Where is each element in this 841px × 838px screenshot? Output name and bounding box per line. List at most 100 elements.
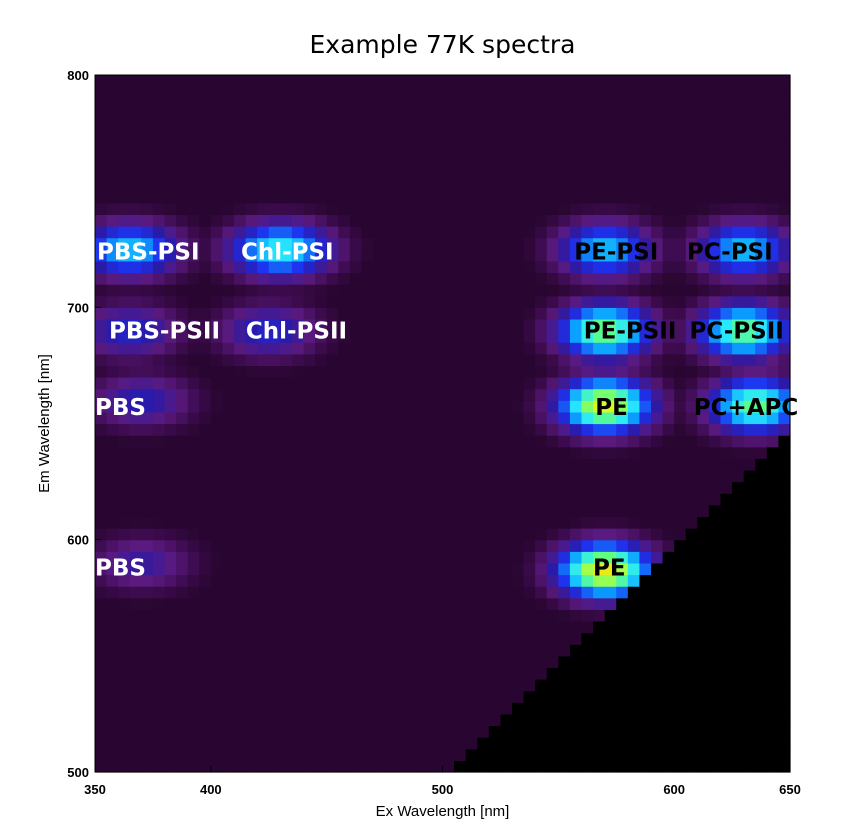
heatmap-cell [442,272,455,285]
heatmap-cell [477,725,490,738]
heatmap-cell [720,632,733,645]
heatmap-cell [430,620,444,634]
heatmap-cell [778,597,791,610]
heatmap-cell [222,586,235,599]
heatmap-cell [477,98,490,111]
heatmap-cell [349,179,363,192]
heatmap-cell [546,365,559,378]
heatmap-cell [106,179,119,192]
heatmap-cell [743,156,756,169]
heatmap-cell [152,388,166,401]
heatmap-cell [326,679,339,692]
heatmap-cell [373,667,386,680]
heatmap-cell [396,516,409,529]
heatmap-cell [176,353,189,367]
heatmap-cell [442,481,455,494]
heatmap-cell [106,202,119,215]
heatmap-cell [291,528,305,541]
heatmap-cell [257,388,270,401]
heatmap-cell [581,435,594,448]
heatmap-cell [674,632,687,645]
heatmap-cell [222,469,235,483]
heatmap-cell [535,458,548,471]
heatmap-cell [152,574,166,587]
heatmap-cell [674,191,687,204]
heatmap-cell [755,609,768,622]
heatmap-cell [361,353,374,367]
heatmap-cell [766,377,780,390]
heatmap-cell [419,342,432,355]
heatmap-cell [512,702,525,715]
heatmap-cell [581,655,594,669]
heatmap-cell [303,423,316,436]
heatmap-cell [164,284,177,297]
heatmap-cell [384,644,397,657]
heatmap-cell [187,98,200,111]
y-tick-label: 800 [67,68,89,83]
heatmap-cell [627,295,641,308]
heatmap-cell [639,748,652,761]
heatmap-cell [176,551,189,564]
heatmap-cell [303,98,316,111]
heatmap-cell [604,620,617,634]
heatmap-cell [674,516,687,529]
heatmap-cell [176,98,189,111]
heatmap-cell [199,388,212,401]
heatmap-cell [268,144,281,157]
heatmap-cell [419,574,432,587]
heatmap-cell [512,737,525,750]
heatmap-cell [523,539,536,552]
heatmap-cell [697,388,710,401]
heatmap-cell [465,597,478,610]
heatmap-cell [743,365,756,378]
heatmap-cell [454,539,467,552]
heatmap-cell [662,249,675,262]
heatmap-cell [280,377,293,390]
heatmap-cell [315,98,328,111]
heatmap-cell [500,214,513,227]
heatmap-cell [210,318,224,332]
heatmap-cell [639,295,652,308]
heatmap-cell [338,737,351,750]
heatmap-cell [593,342,606,355]
heatmap-cell [349,133,363,146]
heatmap-cell [442,469,455,483]
heatmap-cell [407,713,420,727]
heatmap-cell [106,86,119,99]
heatmap-cell [627,469,641,483]
heatmap-cell [593,597,606,610]
heatmap-cell [129,388,142,401]
heatmap-cell [164,179,177,192]
heatmap-cell [454,167,467,181]
heatmap-cell [95,109,108,123]
heatmap-cell [95,156,108,169]
heatmap-cell [268,539,281,552]
heatmap-cell [338,435,351,448]
heatmap-cell [234,574,247,587]
heatmap-cell [581,679,594,692]
heatmap-cell [176,272,189,285]
heatmap-cell [315,597,328,610]
heatmap-cell [234,179,247,192]
heatmap-cell [373,284,386,297]
heatmap-cell [732,365,745,378]
heatmap-cell [210,655,224,669]
heatmap-cell [477,586,490,599]
heatmap-cell [477,644,490,657]
heatmap-cell [245,377,258,390]
heatmap-cell [141,760,154,773]
heatmap-cell [639,214,652,227]
heatmap-cell [708,318,722,332]
heatmap-cell [245,307,258,320]
heatmap-cell [512,620,525,634]
heatmap-cell [245,167,258,181]
heatmap-cell [627,179,641,192]
heatmap-cell [303,365,316,378]
heatmap-cell [430,353,444,367]
heatmap-cell [106,133,119,146]
heatmap-cell [454,435,467,448]
heatmap-cell [303,760,316,773]
heatmap-cell [651,574,664,587]
heatmap-cell [732,574,745,587]
heatmap-cell [373,318,386,332]
